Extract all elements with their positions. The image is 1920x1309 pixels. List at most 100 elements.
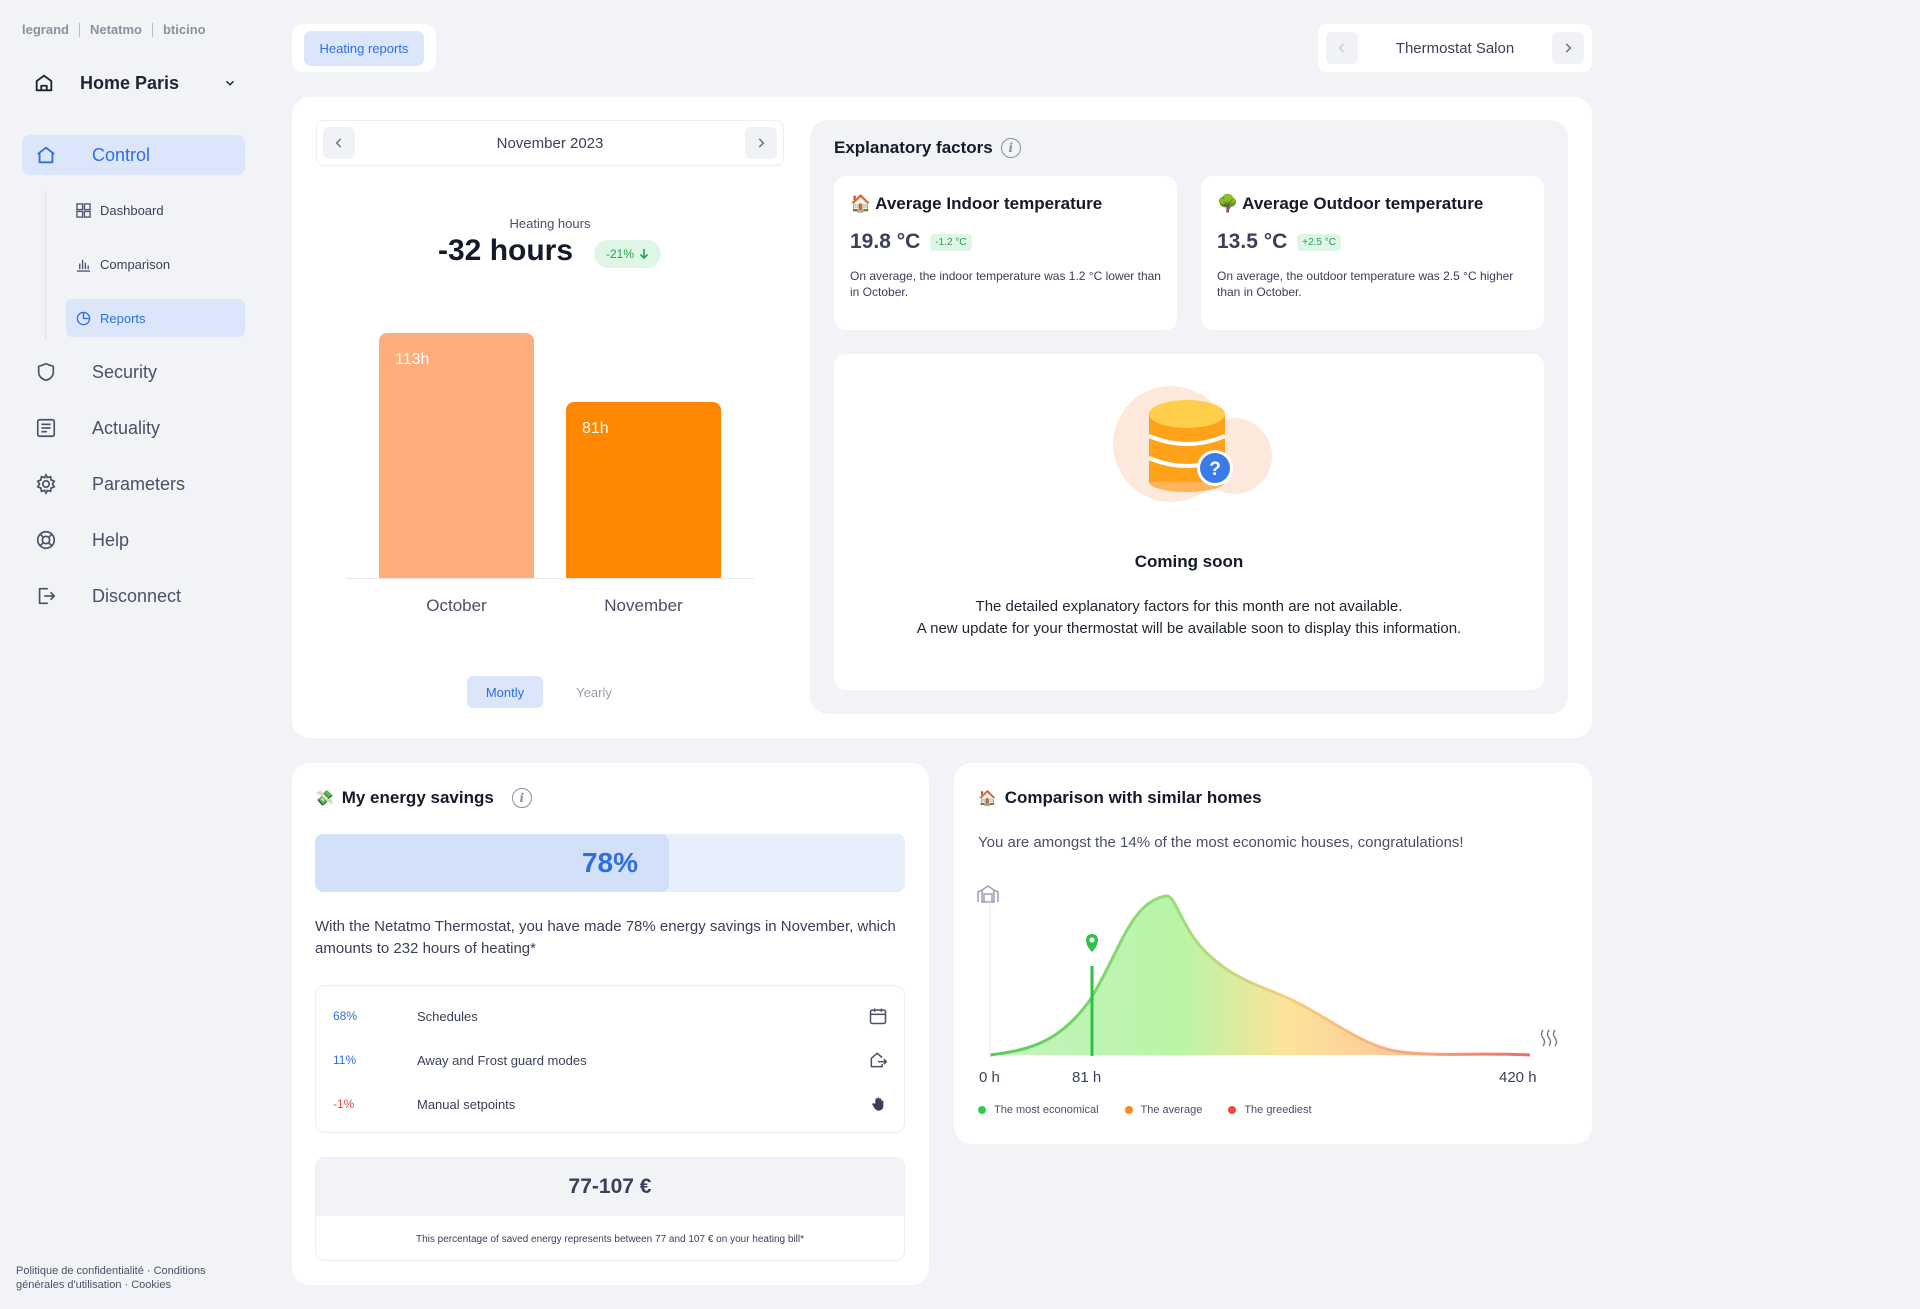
nav-reports[interactable]: Reports xyxy=(66,299,245,337)
heating-hours-value: -32 hours xyxy=(438,234,574,267)
tab-heating-reports-label: Heating reports xyxy=(303,30,425,66)
previous-month-button[interactable] xyxy=(323,127,355,159)
nav-dashboard[interactable]: Dashboard xyxy=(66,191,245,229)
nav-comparison-label: Comparison xyxy=(100,256,171,272)
legend-item: The greediest xyxy=(1228,1104,1312,1116)
legend-label: The greediest xyxy=(1244,1104,1312,1116)
nav-actuality-label: Actuality xyxy=(92,417,161,438)
svg-text:?: ? xyxy=(1209,459,1221,480)
breakdown-label: Schedules xyxy=(417,1008,478,1024)
tree-emoji-icon: 🌳 xyxy=(1217,194,1239,213)
chart-bar-november xyxy=(566,402,721,578)
divider xyxy=(151,22,153,37)
toggle-yearly[interactable]: Yearly xyxy=(576,684,612,700)
nav-dashboard-label: Dashboard xyxy=(100,202,164,218)
chart-bar-value-label: 81h xyxy=(582,420,609,437)
chart-baseline xyxy=(346,578,754,579)
legend-dot xyxy=(1228,1106,1237,1114)
database-question-illustration: ? xyxy=(1113,386,1272,502)
heating-change-badge: -21% xyxy=(594,240,662,268)
savings-progress-bar: 78% xyxy=(315,834,905,892)
info-icon[interactable]: i xyxy=(1000,138,1021,158)
heating-change-value: -21% xyxy=(606,247,635,261)
brand-logos: legrand Netatmo bticino xyxy=(22,22,206,37)
submenu-line xyxy=(45,190,46,340)
outdoor-description: On average, the outdoor temperature was … xyxy=(1217,269,1514,299)
netatmo-logo: Netatmo xyxy=(89,22,142,37)
month-navigator: November 2023 xyxy=(316,120,784,166)
chart-category-label: October xyxy=(426,596,487,615)
chevron-left-icon xyxy=(335,138,342,148)
nav-security[interactable]: Security xyxy=(22,352,245,392)
device-name: Thermostat Salon xyxy=(1395,39,1515,57)
explanatory-factors-heading: Explanatory factors i xyxy=(834,136,1021,160)
indoor-delta-badge: -1.2 °C xyxy=(930,233,972,251)
coming-soon-line-1: The detailed explanatory factors for thi… xyxy=(975,598,1403,615)
breakdown-label: Manual setpoints xyxy=(417,1096,516,1112)
nav-help[interactable]: Help xyxy=(22,520,245,560)
indoor-description: On average, the indoor temperature was 1… xyxy=(850,269,1161,299)
location-pin-icon xyxy=(1086,934,1098,952)
next-month-button[interactable] xyxy=(744,127,777,159)
list-item: -1% Manual setpoints xyxy=(333,1092,889,1116)
nav-comparison[interactable]: Comparison xyxy=(66,245,245,283)
money-emoji-icon: 💸 xyxy=(315,790,334,807)
legend-item: The most economical xyxy=(978,1104,1099,1116)
distribution-area xyxy=(990,895,1530,1055)
nav-control[interactable]: Control xyxy=(22,135,245,175)
distribution-chart xyxy=(977,885,1558,1057)
comparison-description: You are amongst the 14% of the most econ… xyxy=(978,834,1464,851)
outdoor-delta-badge: +2.5 °C xyxy=(1297,233,1342,251)
distribution-curve xyxy=(989,894,1531,1057)
home-selector[interactable]: Home Paris xyxy=(30,66,240,100)
next-device-button[interactable] xyxy=(1551,32,1584,64)
heating-hours-label: Heating hours xyxy=(509,216,591,231)
nav-disconnect[interactable]: Disconnect xyxy=(22,576,245,616)
euro-savings-value: 77-107 € xyxy=(316,1158,904,1216)
chevron-right-icon xyxy=(1565,43,1572,53)
axis-min-label: 0 h xyxy=(979,1069,1000,1086)
indoor-value: 19.8 °C xyxy=(850,230,921,253)
building-icon xyxy=(977,885,999,903)
list-item: 11% Away and Frost guard modes xyxy=(333,1048,889,1072)
chart-bar-value-label: 113h xyxy=(395,351,430,368)
newspaper-icon xyxy=(34,416,58,440)
coming-soon-card: ? Coming soon The detailed explanatory f… xyxy=(834,354,1544,690)
outdoor-temperature-card: 🌳 Average Outdoor temperature 13.5 °C +2… xyxy=(1201,176,1544,330)
breakdown-percent: 11% xyxy=(333,1053,357,1067)
explanatory-factors-title: Explanatory factors xyxy=(834,138,993,157)
shield-icon xyxy=(34,360,58,384)
house-icon xyxy=(30,69,58,97)
legend-dot xyxy=(978,1106,986,1114)
nav-security-label: Security xyxy=(92,361,158,382)
comparison-title: Comparison with similar homes xyxy=(1004,788,1262,807)
euro-savings-box: 77-107 € This percentage of saved energy… xyxy=(315,1157,905,1261)
bar-chart-icon xyxy=(74,255,92,273)
hand-icon xyxy=(867,1093,889,1115)
pie-chart-icon xyxy=(74,309,92,327)
nav-help-label: Help xyxy=(92,529,130,550)
tab-heating-reports[interactable]: Heating reports xyxy=(292,24,436,72)
chevron-left-icon xyxy=(1338,43,1345,53)
arrow-down-icon xyxy=(639,249,649,260)
nav-actuality[interactable]: Actuality xyxy=(22,408,245,448)
previous-device-button[interactable] xyxy=(1326,32,1358,64)
chevron-right-icon xyxy=(758,138,765,148)
legend-item: The average xyxy=(1124,1104,1202,1116)
bticino-logo: bticino xyxy=(162,22,206,37)
energy-savings-title: My energy savings xyxy=(341,788,494,807)
device-selector: Thermostat Salon xyxy=(1318,24,1592,72)
footer-links[interactable]: Politique de confidentialité · Condition… xyxy=(16,1265,206,1291)
coming-soon-title: Coming soon xyxy=(1134,552,1244,571)
list-item: 68% Schedules xyxy=(333,1004,889,1028)
lifebuoy-icon xyxy=(34,528,58,552)
info-icon[interactable]: i xyxy=(511,788,532,808)
toggle-monthly[interactable]: Montly xyxy=(467,676,543,708)
legend-dot xyxy=(1124,1106,1133,1114)
nav-parameters[interactable]: Parameters xyxy=(22,464,245,504)
savings-percent: 78% xyxy=(581,847,639,878)
breakdown-label: Away and Frost guard modes xyxy=(417,1052,587,1068)
euro-savings-description: This percentage of saved energy represen… xyxy=(415,1233,805,1245)
grid-icon xyxy=(74,201,92,219)
house-icon xyxy=(34,143,58,167)
